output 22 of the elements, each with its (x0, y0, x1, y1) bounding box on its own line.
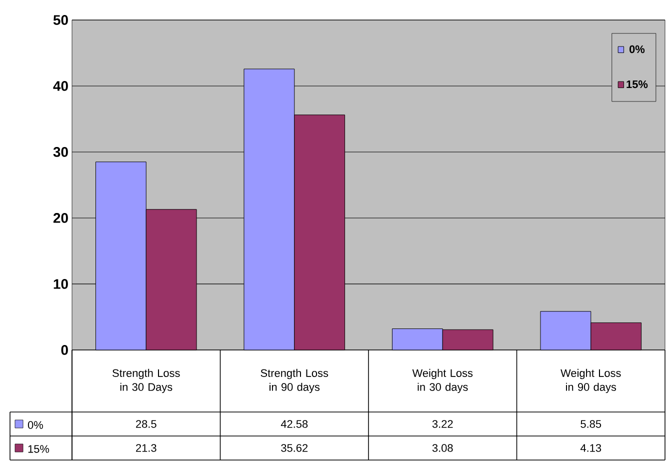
data-label: 4.13 (580, 444, 602, 452)
legend-label: 15% (626, 80, 648, 88)
data-label: 28.5 (136, 420, 156, 428)
x-tick-label: Strength Loss in 90 days (260, 368, 328, 394)
data-label: 21.3 (136, 444, 156, 452)
y-tick-label: 40 (53, 81, 68, 91)
y-tick-label: 10 (54, 279, 68, 289)
x-tick-label: Weight Loss in 90 days (560, 368, 621, 394)
data-label: 5.85 (580, 420, 602, 428)
data-label: 35.62 (281, 444, 308, 452)
legend-label: 0% (629, 45, 645, 54)
text: 0% (28, 421, 43, 429)
text: 15% (28, 445, 50, 453)
x-tick-label: Strength Loss in 30 Days (112, 368, 180, 394)
y-tick-label: 30 (53, 147, 68, 157)
y-tick-label: 0 (61, 345, 68, 355)
x-tick-label: Weight Loss in 30 days (412, 368, 473, 394)
data-label: 42.58 (280, 420, 308, 428)
data-label: 3.08 (432, 444, 453, 452)
y-tick-label: 20 (53, 213, 68, 223)
data-label: 3.22 (432, 420, 453, 428)
y-tick-label: 50 (53, 15, 68, 25)
